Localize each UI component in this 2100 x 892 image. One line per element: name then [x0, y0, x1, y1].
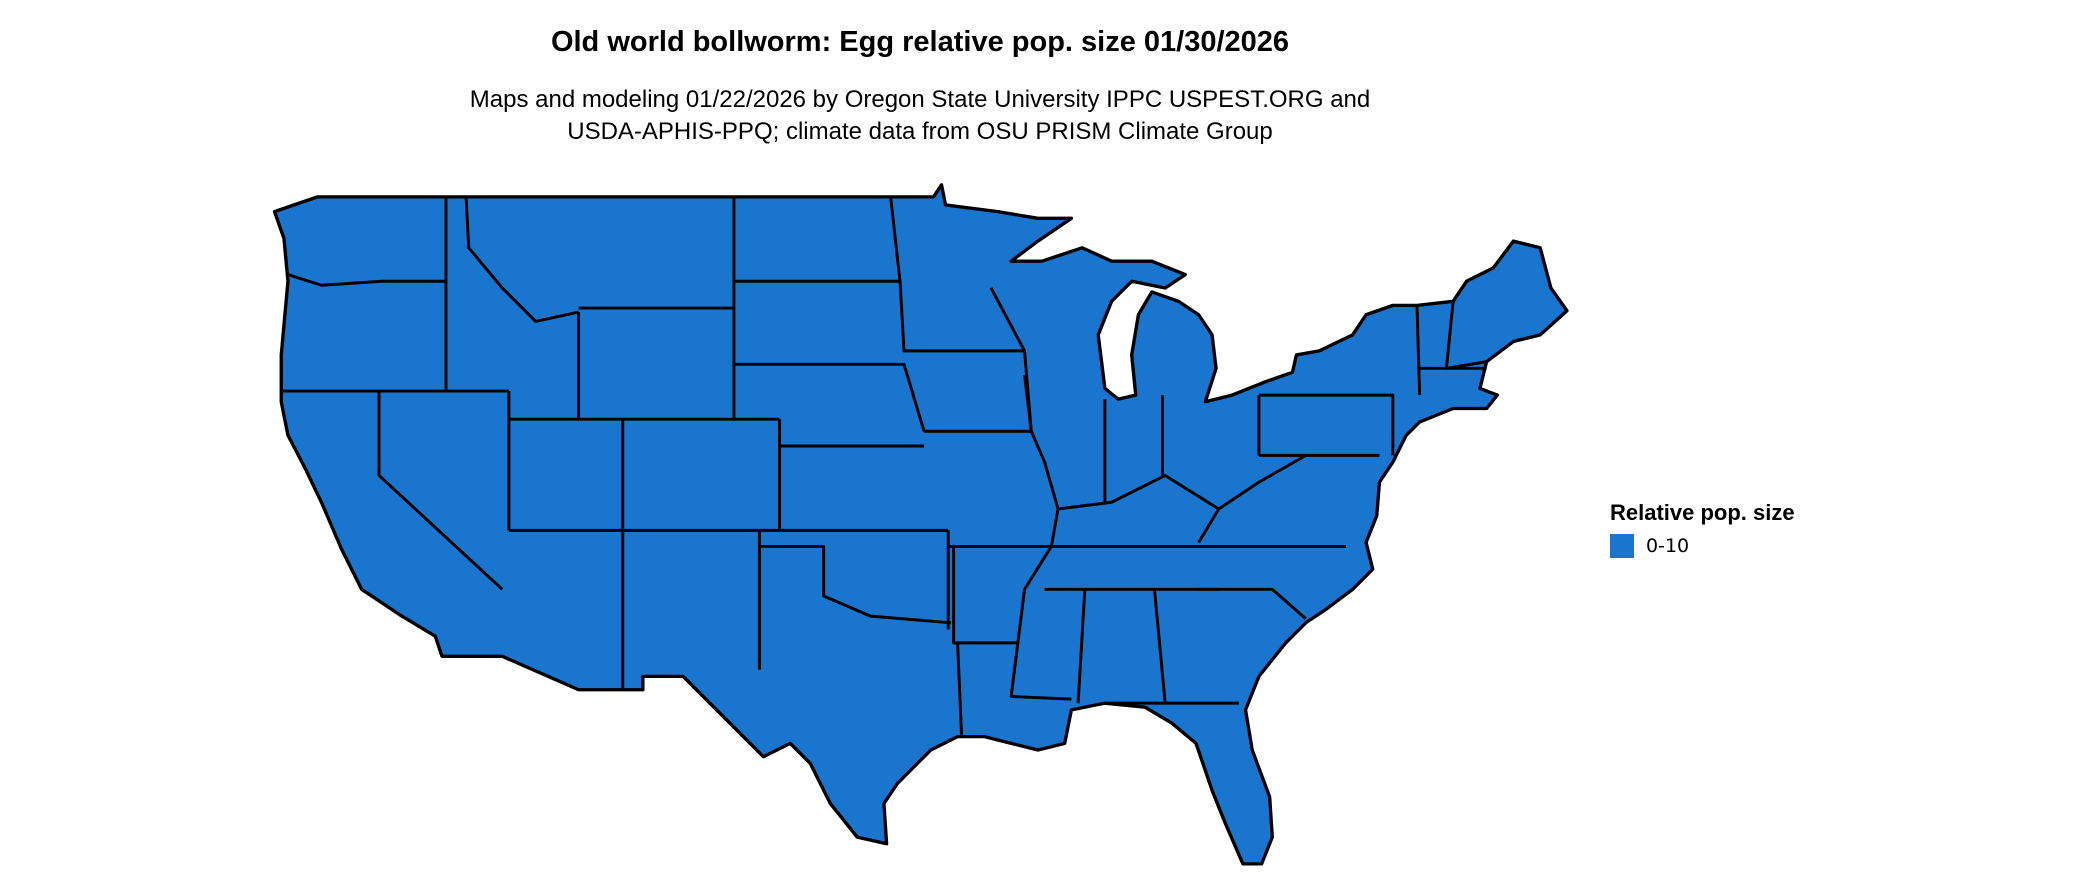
us-outline: [272, 183, 1569, 866]
legend-item: 0-10: [1610, 534, 1795, 558]
legend-label: 0-10: [1646, 535, 1690, 557]
legend-swatch: [1610, 534, 1634, 558]
legend-title: Relative pop. size: [1610, 500, 1795, 525]
subtitle-line-1: Maps and modeling 01/22/2026 by Oregon S…: [469, 86, 1371, 113]
map-title: Old world bollworm: Egg relative pop. si…: [550, 26, 1290, 58]
subtitle-line-2: USDA-APHIS-PPQ; climate data from OSU PR…: [567, 118, 1273, 145]
legend: Relative pop. size 0-10: [1610, 500, 1795, 558]
map-subtitle: Maps and modeling 01/22/2026 by Oregon S…: [0, 84, 1840, 148]
state-borders: [281, 196, 1487, 737]
